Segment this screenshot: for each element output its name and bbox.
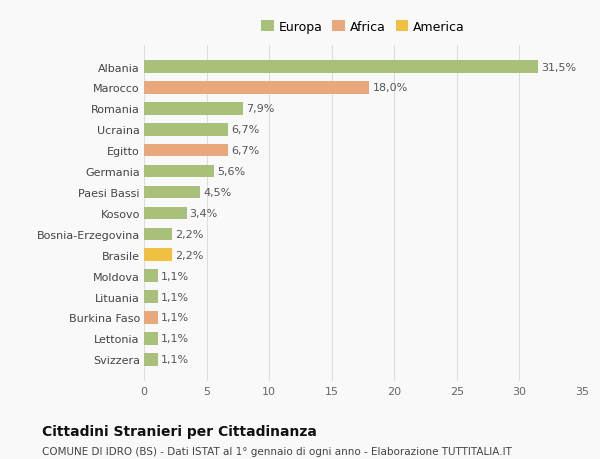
Text: 7,9%: 7,9% [246,104,274,114]
Bar [144,249,172,262]
Legend: Europa, Africa, America: Europa, Africa, America [259,18,467,36]
Bar [144,270,158,282]
Bar [144,291,158,303]
Text: 31,5%: 31,5% [541,62,577,73]
Bar [144,145,228,157]
Bar [144,186,200,199]
Text: 2,2%: 2,2% [175,230,203,239]
Text: 1,1%: 1,1% [161,271,189,281]
Text: 4,5%: 4,5% [203,188,232,197]
Bar [144,61,538,73]
Text: 18,0%: 18,0% [373,83,407,93]
Text: 1,1%: 1,1% [161,292,189,302]
Bar [144,82,369,95]
Text: COMUNE DI IDRO (BS) - Dati ISTAT al 1° gennaio di ogni anno - Elaborazione TUTTI: COMUNE DI IDRO (BS) - Dati ISTAT al 1° g… [42,446,512,456]
Text: 2,2%: 2,2% [175,250,203,260]
Text: Cittadini Stranieri per Cittadinanza: Cittadini Stranieri per Cittadinanza [42,425,317,438]
Bar [144,103,243,115]
Text: 5,6%: 5,6% [217,167,245,177]
Text: 3,4%: 3,4% [190,208,218,218]
Bar [144,353,158,366]
Bar [144,312,158,324]
Text: 1,1%: 1,1% [161,334,189,344]
Bar [144,124,228,136]
Bar [144,165,214,178]
Text: 1,1%: 1,1% [161,354,189,364]
Text: 6,7%: 6,7% [231,125,259,135]
Text: 6,7%: 6,7% [231,146,259,156]
Bar [144,332,158,345]
Bar [144,228,172,241]
Bar [144,207,187,220]
Text: 1,1%: 1,1% [161,313,189,323]
